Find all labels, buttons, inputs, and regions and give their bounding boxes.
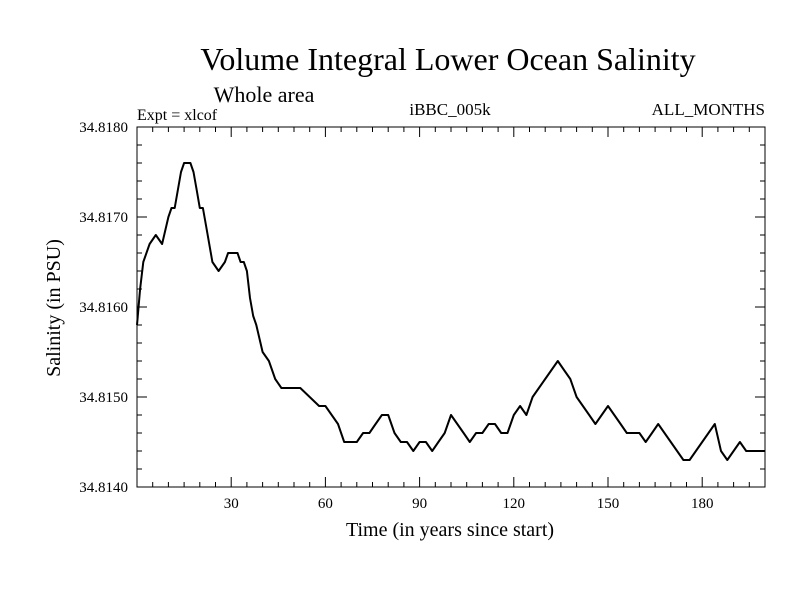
y-tick-label: 34.8170 xyxy=(79,210,128,226)
salinity-series-line xyxy=(136,162,765,461)
y-tick-label: 34.8150 xyxy=(79,390,128,406)
y-tick-label: 34.8140 xyxy=(79,480,128,496)
chart-title: Volume Integral Lower Ocean Salinity xyxy=(200,41,695,77)
x-tick-label: 180 xyxy=(691,496,714,512)
axis-ticks xyxy=(137,127,765,487)
x-tick-label: 150 xyxy=(597,496,620,512)
x-tick-label: 30 xyxy=(224,496,239,512)
x-axis-label: Time (in years since start) xyxy=(346,519,554,541)
plot-frame xyxy=(136,126,766,488)
y-tick-label: 34.8180 xyxy=(79,120,128,136)
x-tick-label: 90 xyxy=(412,496,427,512)
annotation-experiment: Expt = xlcof xyxy=(137,107,218,124)
y-axis-label: Salinity (in PSU) xyxy=(43,239,65,377)
chart-subtitle: Whole area xyxy=(214,82,315,107)
x-tick-label: 120 xyxy=(503,496,526,512)
annotation-months: ALL_MONTHS xyxy=(652,100,765,119)
annotation-run: iBBC_005k xyxy=(409,100,491,119)
y-tick-label: 34.8160 xyxy=(79,300,128,316)
x-tick-label: 60 xyxy=(318,496,333,512)
tick-labels: 30 60 90 120 150 180 34.8140 34.8150 34.8160 34.8… xyxy=(79,120,713,512)
